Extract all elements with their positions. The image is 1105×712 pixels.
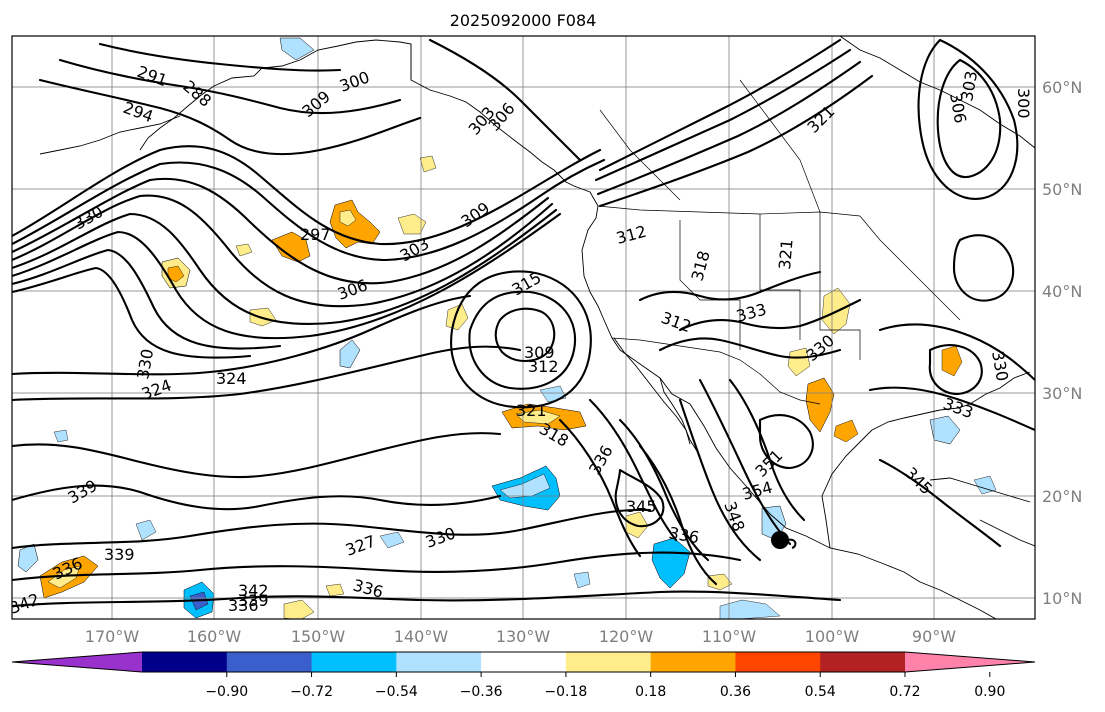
colorbar-segment [650, 652, 736, 672]
svg-text:336: 336 [228, 596, 259, 615]
lon-label: 140°W [394, 627, 449, 646]
political-borders [410, 44, 961, 405]
lon-label: 170°W [85, 627, 140, 646]
svg-text:297: 297 [300, 225, 331, 244]
svg-text:309: 309 [524, 343, 555, 362]
colorbar-tick-label: −0.18 [544, 684, 587, 700]
svg-text:345: 345 [626, 497, 657, 516]
svg-text:342: 342 [238, 581, 269, 600]
colorbar: −0.90 −0.72 −0.54 −0.36 −0.18 0.18 0.36 0.54 0.7… [11, 651, 1036, 700]
lon-label: 110°W [702, 627, 757, 646]
lat-label: 40°N [1042, 282, 1082, 301]
lon-label: 120°W [599, 627, 654, 646]
lon-label: 90°W [912, 627, 956, 646]
storm-center-marker [771, 531, 797, 549]
colorbar-outline [11, 651, 1036, 673]
svg-text:321: 321 [775, 238, 797, 270]
colorbar-tick-label: −0.36 [460, 684, 503, 700]
lat-label: 30°N [1042, 384, 1082, 403]
latitude-labels: 60°N 50°N 40°N 30°N 20°N 10°N [1042, 78, 1082, 608]
colorbar-segment [396, 652, 482, 672]
svg-text:339: 339 [238, 591, 269, 610]
longitude-labels: 170°W 160°W 150°W 140°W 130°W 120°W 110°… [85, 627, 956, 646]
lat-label: 50°N [1042, 180, 1082, 199]
svg-text:339: 339 [104, 545, 135, 564]
lon-label: 130°W [496, 627, 551, 646]
colorbar-tick-label: −0.72 [290, 684, 333, 700]
svg-text:300: 300 [1014, 88, 1033, 119]
lat-label: 20°N [1042, 487, 1082, 506]
theta-contours [12, 38, 1035, 608]
colorbar-tick-label: 0.36 [720, 684, 751, 700]
colorbar-segment [565, 652, 652, 672]
colorbar-tick-label: 0.90 [974, 684, 1005, 700]
colorbar-tick-label: 0.54 [805, 684, 836, 700]
svg-text:321: 321 [516, 401, 547, 420]
colorbar-extend-high [905, 652, 1035, 672]
colorbar-segment [481, 652, 567, 672]
colorbar-segment [820, 652, 906, 672]
svg-text:324: 324 [216, 369, 247, 388]
lat-label: 10°N [1042, 589, 1082, 608]
colorbar-tick-label: −0.90 [205, 684, 248, 700]
colorbar-extend-low [12, 652, 142, 672]
map-frame [11, 35, 1036, 620]
lat-label: 60°N [1042, 78, 1082, 97]
map-title: 2025092000 F084 [450, 11, 597, 30]
lon-label: 100°W [805, 627, 860, 646]
colorbar-segment [142, 652, 228, 672]
colorbar-segment [311, 652, 397, 672]
lon-label: 150°W [291, 627, 346, 646]
colorbar-tick-label: 0.18 [635, 684, 666, 700]
colorbar-tick-label: −0.54 [375, 684, 418, 700]
colorbar-tick-label: 0.72 [889, 684, 920, 700]
colorbar-segment [735, 652, 821, 672]
colorbar-segment [226, 652, 313, 672]
svg-text:312: 312 [528, 357, 559, 376]
lon-label: 160°W [187, 627, 242, 646]
